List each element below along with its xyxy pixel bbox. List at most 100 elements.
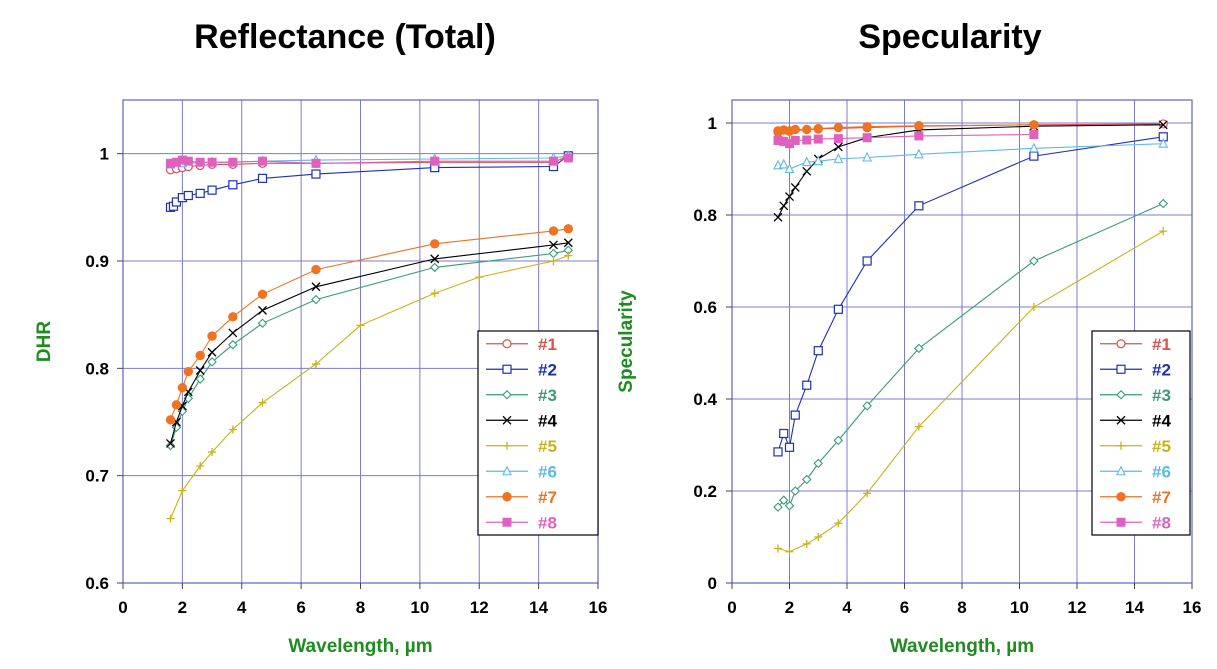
series-2: [165, 151, 573, 212]
data-point: [813, 134, 823, 144]
data-point: [785, 192, 794, 202]
legend-label: #6: [538, 462, 557, 481]
data-point: [774, 544, 782, 553]
data-point: [862, 401, 872, 411]
legend-label: #1: [538, 335, 557, 354]
data-point: [1158, 198, 1169, 209]
data-point: [430, 156, 440, 166]
chart-2: Specularity 0 2 4 6 8 10 12 14 16 0 0.2 0.4 0.6 0.8 1 Wa…: [616, 18, 1201, 657]
data-point: [833, 304, 843, 314]
data-point: [196, 462, 205, 471]
data-point: [1029, 151, 1039, 161]
data-point: [914, 343, 924, 354]
series-6: [773, 137, 1169, 174]
legend-marker: [502, 364, 512, 374]
data-point: [1159, 227, 1168, 236]
y-tick-label: 0.7: [85, 467, 109, 486]
x-tick-label: 0: [118, 598, 127, 617]
x-tick-label: 4: [842, 598, 852, 617]
data-point: [862, 133, 872, 143]
data-point: [914, 121, 924, 131]
data-point: [833, 142, 843, 152]
legend-label: #8: [538, 513, 557, 532]
data-point: [166, 439, 175, 448]
x-tick-label: 12: [1068, 598, 1087, 617]
data-point: [195, 374, 205, 384]
data-point: [863, 489, 872, 498]
data-point: [773, 447, 783, 457]
data-point: [195, 350, 205, 361]
series-7: [165, 224, 574, 425]
data-point: [183, 190, 193, 201]
data-point: [171, 400, 182, 410]
data-point: [1158, 119, 1168, 129]
data-point: [548, 248, 559, 259]
legend-marker: [502, 339, 512, 349]
data-point: [790, 182, 800, 192]
data-point: [257, 318, 268, 329]
data-point: [183, 156, 193, 166]
x-tick-label: 16: [589, 598, 608, 617]
data-point: [833, 435, 844, 446]
x-axis-label: Wavelength, µm: [288, 636, 432, 657]
data-point: [862, 121, 872, 132]
data-point: [311, 294, 321, 305]
data-point: [814, 533, 823, 541]
data-point: [785, 547, 794, 556]
y-tick-label: 1: [100, 145, 109, 164]
data-point: [311, 264, 321, 275]
legend-marker: [1116, 339, 1126, 349]
data-point: [862, 151, 873, 162]
x-tick-label: 2: [785, 598, 794, 617]
y-tick-label: 0.2: [693, 482, 717, 501]
legend-marker: [502, 517, 512, 527]
legend-label: #5: [538, 437, 557, 456]
data-point: [258, 398, 267, 407]
chart-title: Reflectance (Total): [194, 18, 496, 56]
legend-label: #2: [538, 360, 557, 379]
data-point: [207, 331, 217, 341]
data-point: [914, 422, 923, 431]
data-point: [914, 131, 924, 141]
data-point: [784, 163, 795, 174]
legend-label: #4: [1152, 411, 1171, 430]
y-tick-label: 0.6: [85, 574, 109, 593]
data-point: [549, 257, 558, 265]
data-point: [177, 382, 188, 393]
legend-marker: [1116, 364, 1126, 374]
data-point: [564, 251, 573, 260]
data-point: [813, 123, 823, 134]
x-tick-label: 16: [1183, 598, 1202, 617]
x-tick-label: 10: [410, 598, 429, 617]
data-point: [475, 273, 484, 282]
legend-box: [1091, 330, 1191, 536]
data-point: [802, 135, 812, 145]
legend-label: #7: [1152, 488, 1171, 507]
series-line: [777, 143, 1164, 170]
x-tick-label: 2: [178, 598, 187, 617]
data-point: [790, 124, 800, 135]
data-point: [790, 135, 800, 145]
data-point: [778, 158, 789, 169]
data-point: [207, 185, 217, 195]
data-point: [228, 425, 237, 434]
data-point: [1029, 130, 1039, 139]
legend-marker: [1117, 441, 1125, 450]
legend-marker: [1116, 415, 1126, 425]
series-line: [169, 255, 569, 519]
data-point: [207, 357, 217, 367]
data-point: [195, 188, 205, 198]
x-tick-label: 8: [957, 598, 966, 617]
data-point: [1158, 120, 1168, 130]
data-point: [311, 169, 321, 179]
data-point: [779, 428, 789, 439]
x-tick-label: 6: [900, 598, 909, 617]
data-point: [802, 124, 812, 135]
series-5: [166, 251, 573, 523]
series-3: [165, 245, 574, 451]
x-axis-label: Wavelength, µm: [890, 636, 1034, 657]
legend-label: #8: [1152, 513, 1171, 532]
x-tick-label: 6: [296, 598, 305, 617]
chart-1: Reflectance (Total) 0 2 4 6 8 10 12 14 16 0.6 0.7 0.…: [34, 18, 607, 657]
